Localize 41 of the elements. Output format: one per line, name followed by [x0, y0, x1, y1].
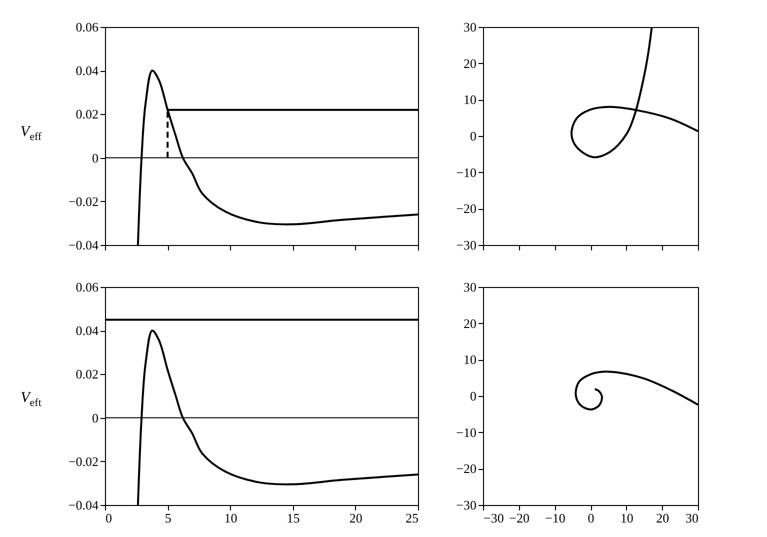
y-tick-label: 0.06 [76, 279, 99, 294]
x-tick-label: 0 [106, 510, 112, 525]
y-tick-label: 0.06 [76, 20, 99, 34]
x-tick-label: 30 [686, 510, 698, 525]
y-tick-label: −0.02 [68, 194, 98, 209]
y-tick-label: −10 [456, 424, 476, 440]
y-tick-label: 0.04 [76, 322, 99, 338]
y-tick-label: 0 [470, 128, 476, 144]
y-tick-label: −30 [456, 497, 476, 512]
y-axis-title: V$_{eft}$ [20, 390, 42, 408]
x-tick-label: 0 [588, 510, 594, 525]
y-tick-label: 10 [464, 352, 476, 367]
x-tick-label: 5 [164, 510, 172, 525]
x-tick-label: 10 [224, 510, 238, 525]
y-tick-label: 10 [464, 92, 476, 108]
x-tick-label: 20 [656, 510, 670, 525]
x-tick-label: 25 [406, 510, 418, 525]
x-tick-label: 15 [286, 510, 300, 525]
x-tick-label: −20 [509, 510, 530, 525]
y-tick-label: 20 [464, 56, 476, 71]
y-tick-label: 0.04 [76, 63, 99, 78]
y-tick-label: 0 [92, 150, 98, 166]
y-tick-label: −20 [456, 460, 476, 476]
y-tick-label: 0 [92, 410, 98, 425]
y-tick-label: −0.04 [68, 238, 99, 252]
x-tick-label: −10 [544, 510, 566, 525]
x-tick-label: 10 [620, 510, 634, 525]
y-tick-label: −30 [456, 238, 476, 252]
y-tick-label: −0.02 [68, 453, 98, 468]
y-tick-label: −10 [456, 164, 476, 180]
y-tick-label: −20 [456, 201, 476, 216]
y-axis-title: V$_{eff}$ [19, 124, 43, 142]
y-tick-label: 20 [464, 315, 476, 330]
x-tick-label: −30 [484, 510, 504, 525]
y-tick-label: −0.04 [68, 497, 99, 512]
y-tick-label: 30 [464, 20, 476, 34]
y-tick-label: 0.02 [76, 366, 98, 382]
y-tick-label: 0 [470, 388, 476, 403]
y-tick-label: 0.02 [76, 106, 98, 122]
y-tick-label: 30 [464, 279, 476, 294]
x-tick-label: 20 [349, 510, 362, 525]
